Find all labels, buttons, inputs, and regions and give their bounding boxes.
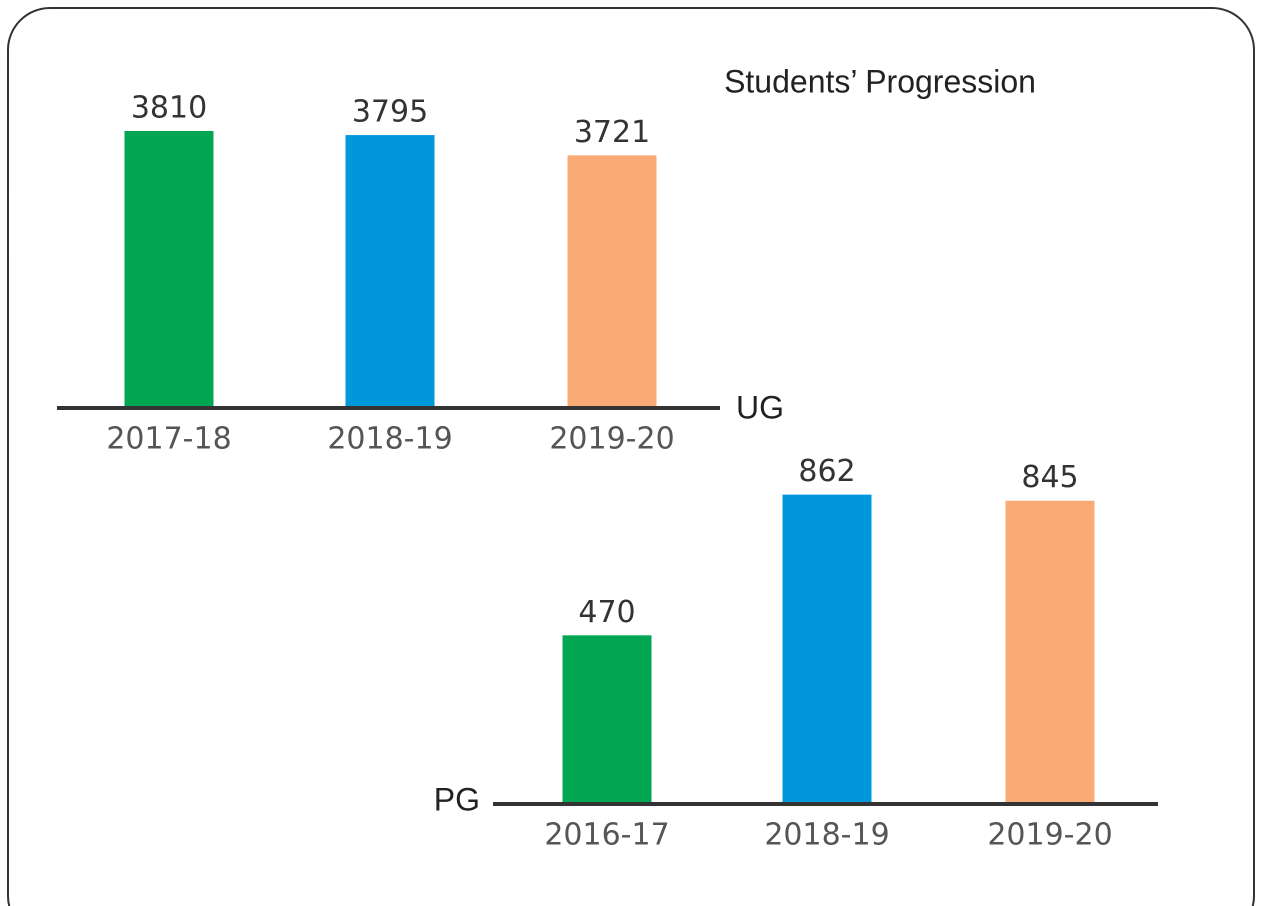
bar: [782, 494, 872, 804]
x-tick-label: 2016-17: [544, 818, 669, 853]
bar: [562, 635, 652, 804]
axis-label: UG: [736, 389, 784, 425]
frame: [7, 7, 1255, 906]
x-tick-label: 2018-19: [764, 818, 889, 853]
value-label: 3795: [352, 95, 428, 130]
chart-title: Students’ Progression: [724, 63, 1036, 99]
bar: [124, 130, 214, 408]
value-label: 470: [578, 595, 635, 630]
axis-label: PG: [434, 781, 480, 817]
value-label: 3810: [131, 90, 207, 125]
bar: [345, 135, 435, 409]
value-label: 3721: [574, 115, 650, 150]
x-tick-label: 2017-18: [106, 422, 231, 457]
bar: [567, 155, 657, 408]
x-tick-label: 2019-20: [987, 818, 1112, 853]
bar: [1005, 500, 1095, 804]
value-label: 862: [798, 454, 855, 489]
x-tick-label: 2019-20: [549, 422, 674, 457]
value-label: 845: [1021, 460, 1078, 495]
x-tick-label: 2018-19: [327, 422, 452, 457]
